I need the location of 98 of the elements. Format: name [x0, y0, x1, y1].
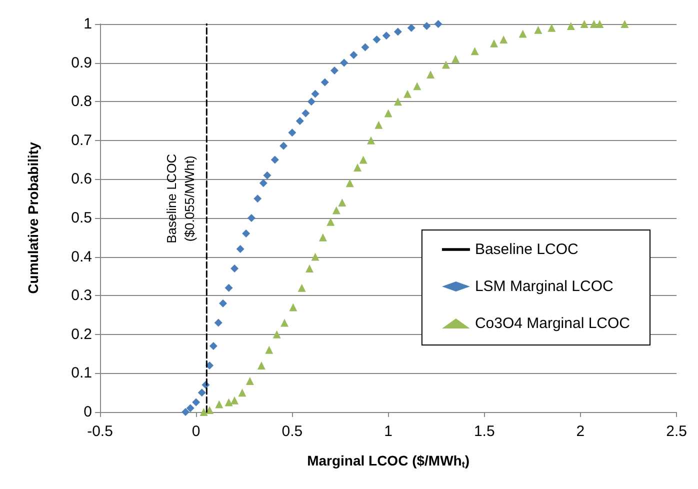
point: [270, 156, 279, 164]
x-tick-label: 2.5: [666, 423, 688, 440]
point: [311, 252, 320, 261]
point: [215, 400, 224, 408]
point: [192, 398, 200, 406]
point: [318, 233, 327, 242]
point: [518, 30, 527, 38]
x-tick-label: 1: [384, 423, 392, 440]
point: [566, 22, 575, 30]
point: [200, 408, 208, 416]
point: [224, 284, 233, 292]
point: [263, 171, 272, 180]
point: [580, 20, 588, 28]
point: [230, 264, 239, 272]
x-tick-label: 2: [576, 423, 585, 440]
point: [407, 24, 416, 32]
point: [394, 28, 402, 36]
point: [242, 230, 250, 238]
point: [590, 20, 598, 28]
point: [289, 303, 298, 312]
point: [254, 194, 262, 203]
y-tick-label: 0.3: [71, 287, 92, 304]
point: [214, 318, 222, 327]
point: [246, 376, 254, 385]
point: [305, 264, 314, 272]
y-axis-title: Cumulative Probability: [25, 142, 41, 294]
y-tick-label: 0.5: [71, 210, 92, 226]
point: [209, 342, 218, 350]
point: [361, 43, 370, 52]
point: [338, 198, 346, 206]
point: [490, 39, 498, 48]
point: [298, 284, 306, 292]
x-tick-label: -0.5: [87, 423, 113, 440]
point: [307, 98, 316, 106]
point: [230, 396, 239, 404]
point: [206, 406, 214, 414]
annotation: Baseline LCOC ($0.055/MWht): [164, 154, 198, 244]
point: [198, 388, 206, 397]
legend-label: Co3O4 Marginal LCOC: [474, 315, 630, 332]
point: [452, 54, 460, 63]
point: [374, 120, 383, 129]
point: [346, 179, 354, 188]
point: [500, 36, 508, 44]
point: [280, 142, 288, 150]
point: [280, 318, 289, 327]
point: [296, 117, 304, 125]
point: [219, 299, 227, 308]
point: [382, 32, 390, 40]
point: [265, 346, 274, 354]
point: [326, 218, 335, 226]
point: [350, 51, 358, 60]
point: [330, 66, 338, 75]
point: [182, 408, 190, 416]
point: [238, 388, 246, 397]
y-tick-label: 0.4: [71, 248, 92, 266]
y-tick-label: 0.6: [71, 170, 92, 188]
y-tick-label: 1: [84, 16, 92, 32]
point: [548, 24, 556, 32]
legend-label: Baseline LCOC: [474, 241, 578, 258]
point: [354, 164, 362, 172]
point: [426, 70, 435, 78]
point: [442, 60, 450, 69]
point: [288, 128, 296, 137]
point: [384, 109, 392, 118]
point: [404, 90, 412, 98]
point: [422, 22, 431, 30]
x-tick-label: 0.5: [282, 423, 303, 440]
point: [372, 36, 381, 44]
point: [236, 245, 244, 254]
point: [340, 58, 348, 67]
point: [311, 90, 320, 98]
point: [470, 47, 479, 56]
point: [186, 404, 194, 412]
point: [534, 26, 542, 34]
point: [434, 20, 442, 28]
point: [332, 206, 340, 214]
point: [272, 330, 281, 338]
point: [359, 156, 368, 164]
point: [620, 20, 629, 28]
x-tick-label: 1.5: [474, 423, 495, 440]
point: [302, 109, 310, 118]
point: [224, 398, 233, 406]
point: [366, 136, 375, 144]
point: [247, 214, 256, 222]
point: [257, 361, 266, 370]
point: [394, 98, 402, 106]
point: [413, 82, 422, 90]
y-tick-label: 0: [84, 404, 92, 420]
y-tick-label: 0.1: [71, 364, 92, 382]
point: [596, 20, 604, 28]
y-tick-label: 0.7: [71, 132, 92, 149]
y-tick-label: 0.9: [71, 54, 92, 72]
y-tick-label: 0.8: [71, 93, 92, 110]
point: [320, 78, 329, 86]
y-tick-label: 0.2: [71, 326, 92, 343]
point: [259, 179, 268, 188]
x-tick-label: 0: [192, 423, 200, 440]
legend-label: LSM Marginal LCOC: [474, 278, 614, 295]
